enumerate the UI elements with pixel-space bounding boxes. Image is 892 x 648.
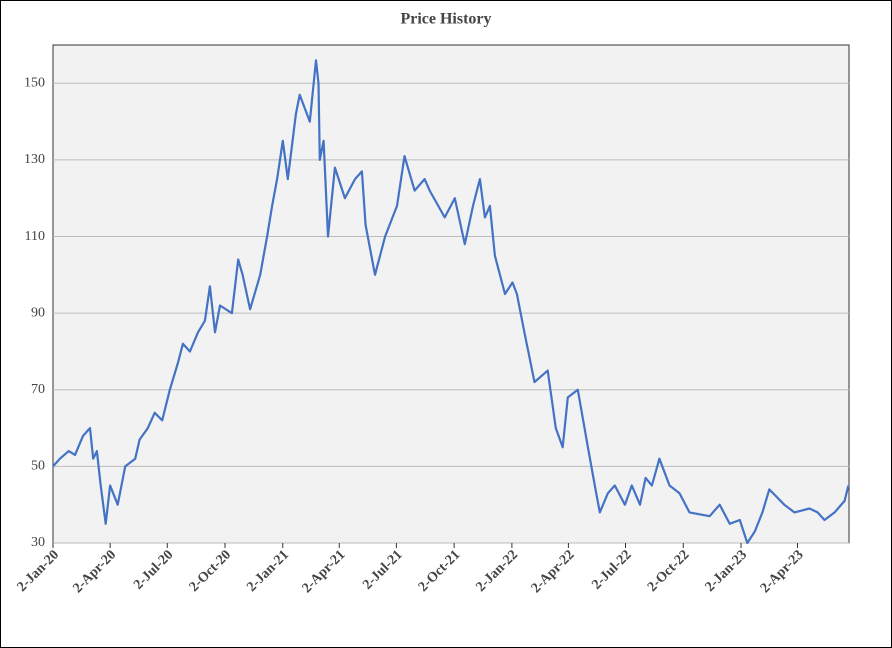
y-tick-label: 50 [31,459,45,474]
plot-area [52,44,850,544]
y-tick-label: 130 [24,152,45,167]
y-tick-label: 110 [25,229,45,244]
chart-title: Price History [400,11,491,28]
y-tick-label: 90 [31,305,45,320]
y-tick-label: 150 [24,76,45,91]
y-tick-label: 70 [31,382,45,397]
y-tick-label: 30 [31,535,45,550]
price-line [52,59,850,545]
